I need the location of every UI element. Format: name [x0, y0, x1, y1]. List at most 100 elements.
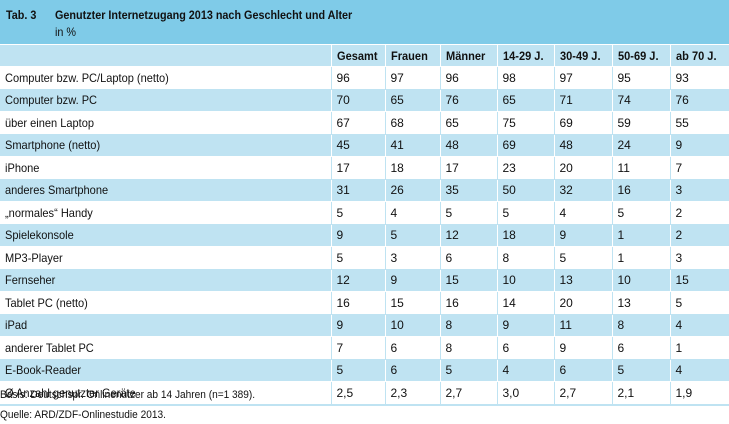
table-title-bar: Tab. 3 Genutzter Internetzugang 2013 nac… — [0, 0, 729, 44]
table-cell: 1 — [612, 224, 671, 247]
table-cell: 2 — [670, 201, 729, 225]
row-label: iPhone — [0, 156, 332, 180]
table-cell: 7 — [670, 156, 729, 180]
table-cell: 5 — [612, 359, 671, 382]
table-row: Tablet PC (netto) 16 15 16 14 20 13 5 — [0, 291, 729, 315]
column-header: 14-29 J. — [497, 44, 555, 67]
table-cell: 5 — [612, 201, 671, 225]
table-cell: 8 — [440, 314, 498, 337]
table-cell: 96 — [331, 66, 386, 90]
row-label: Computer bzw. PC — [0, 89, 332, 112]
table-cell: 18 — [385, 156, 441, 180]
table-cell: 5 — [331, 246, 386, 270]
table-cell: 17 — [331, 156, 386, 180]
table-cell: 9 — [554, 336, 613, 360]
table-cell: 55 — [670, 111, 729, 135]
data-table: Gesamt Frauen Männer 14-29 J. 30-49 J. 5… — [0, 44, 729, 405]
table-cell: 10 — [497, 269, 555, 292]
table-cell: 9 — [331, 314, 386, 337]
table-cell: 65 — [385, 89, 441, 112]
basis-footnote: Basis: Deutschspr. Onlinenutzer ab 14 Ja… — [0, 386, 729, 406]
table-row: anderer Tablet PC 7 6 8 6 9 6 1 — [0, 336, 729, 360]
table-cell: 76 — [440, 89, 498, 112]
table-cell: 97 — [385, 66, 441, 90]
row-label: anderes Smartphone — [0, 179, 332, 202]
table-cell: 70 — [331, 89, 386, 112]
table-cell: 4 — [670, 314, 729, 337]
table-cell: 20 — [554, 291, 613, 315]
column-header: 30-49 J. — [554, 44, 613, 67]
table-cell: 15 — [385, 291, 441, 315]
table-cell: 8 — [440, 336, 498, 360]
table-cell: 75 — [497, 111, 555, 135]
table-cell: 65 — [497, 89, 555, 112]
table-cell: 93 — [670, 66, 729, 90]
table-cell: 41 — [385, 134, 441, 157]
table-cell: 26 — [385, 179, 441, 202]
row-label: Smartphone (netto) — [0, 134, 332, 157]
table-cell: 5 — [670, 291, 729, 315]
table-cell: 45 — [331, 134, 386, 157]
table-cell: 15 — [440, 269, 498, 292]
source-footnote: Quelle: ARD/ZDF-Onlinestudie 2013. — [0, 409, 166, 421]
row-label: Spielekonsole — [0, 224, 332, 247]
table-cell: 97 — [554, 66, 613, 90]
table-cell: 5 — [385, 224, 441, 247]
table-cell: 5 — [331, 359, 386, 382]
table-cell: 65 — [440, 111, 498, 135]
column-header: Männer — [440, 44, 498, 67]
table-cell: 2,7 — [440, 381, 498, 405]
row-label: Fernseher — [0, 269, 332, 292]
table-cell: 74 — [612, 89, 671, 112]
table-cell: 3 — [385, 246, 441, 270]
table-cell: 6 — [497, 336, 555, 360]
table-cell: 9 — [670, 134, 729, 157]
table-cell: 1 — [612, 246, 671, 270]
table-cell: 68 — [385, 111, 441, 135]
table-number: Tab. 3 — [6, 8, 37, 22]
table-cell: 95 — [612, 66, 671, 90]
row-label: E-Book-Reader — [0, 359, 332, 382]
table-cell: 2,1 — [612, 381, 671, 405]
table-cell: 9 — [385, 269, 441, 292]
table-row: Computer bzw. PC/Laptop (netto) 96 97 96… — [0, 66, 729, 90]
table-cell: 4 — [385, 201, 441, 225]
table-cell: 4 — [497, 359, 555, 382]
table-cell: 5 — [440, 201, 498, 225]
column-header: Gesamt — [331, 44, 386, 67]
table-cell: 6 — [385, 336, 441, 360]
table-cell: 17 — [440, 156, 498, 180]
row-label: MP3-Player — [0, 246, 332, 270]
table-cell: 12 — [331, 269, 386, 292]
table-cell: 96 — [440, 66, 498, 90]
table-cell: 23 — [497, 156, 555, 180]
table-cell: 76 — [670, 89, 729, 112]
table-cell: 16 — [440, 291, 498, 315]
table-cell: 48 — [554, 134, 613, 157]
table-cell: 20 — [554, 156, 613, 180]
table-cell: 2 — [670, 224, 729, 247]
table-cell: 5 — [497, 201, 555, 225]
table-cell: 69 — [554, 111, 613, 135]
table-cell: 31 — [331, 179, 386, 202]
table-cell: 16 — [331, 291, 386, 315]
row-label: „normales“ Handy — [0, 201, 332, 225]
table-cell: 6 — [554, 359, 613, 382]
table-cell: 3,0 — [497, 381, 555, 405]
table-cell: 12 — [440, 224, 498, 247]
row-label: Computer bzw. PC/Laptop (netto) — [0, 66, 332, 90]
table-cell: 13 — [554, 269, 613, 292]
table-cell: 9 — [331, 224, 386, 247]
table-cell: 11 — [554, 314, 613, 337]
column-header: 50-69 J. — [612, 44, 671, 67]
table-header-row: Gesamt Frauen Männer 14-29 J. 30-49 J. 5… — [0, 44, 729, 67]
table-row: Ø Anzahl genutzter Geräte 2,5 2,3 2,7 3,… — [0, 381, 729, 405]
table-cell: 15 — [670, 269, 729, 292]
table-row: „normales“ Handy 5 4 5 5 4 5 2 — [0, 201, 729, 225]
row-label: iPad — [0, 314, 332, 337]
table-cell: 11 — [612, 156, 671, 180]
table-row: Spielekonsole 9 5 12 18 9 1 2 — [0, 224, 729, 247]
table-cell: 4 — [670, 359, 729, 382]
column-header: ab 70 J. — [670, 44, 729, 67]
